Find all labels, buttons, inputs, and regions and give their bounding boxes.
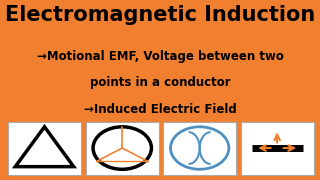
Text: →Induced Electric Field: →Induced Electric Field	[84, 103, 236, 116]
Text: Electromagnetic Induction: Electromagnetic Induction	[5, 5, 315, 25]
Text: points in a conductor: points in a conductor	[90, 76, 230, 89]
Text: →Motional EMF, Voltage between two: →Motional EMF, Voltage between two	[36, 50, 284, 63]
